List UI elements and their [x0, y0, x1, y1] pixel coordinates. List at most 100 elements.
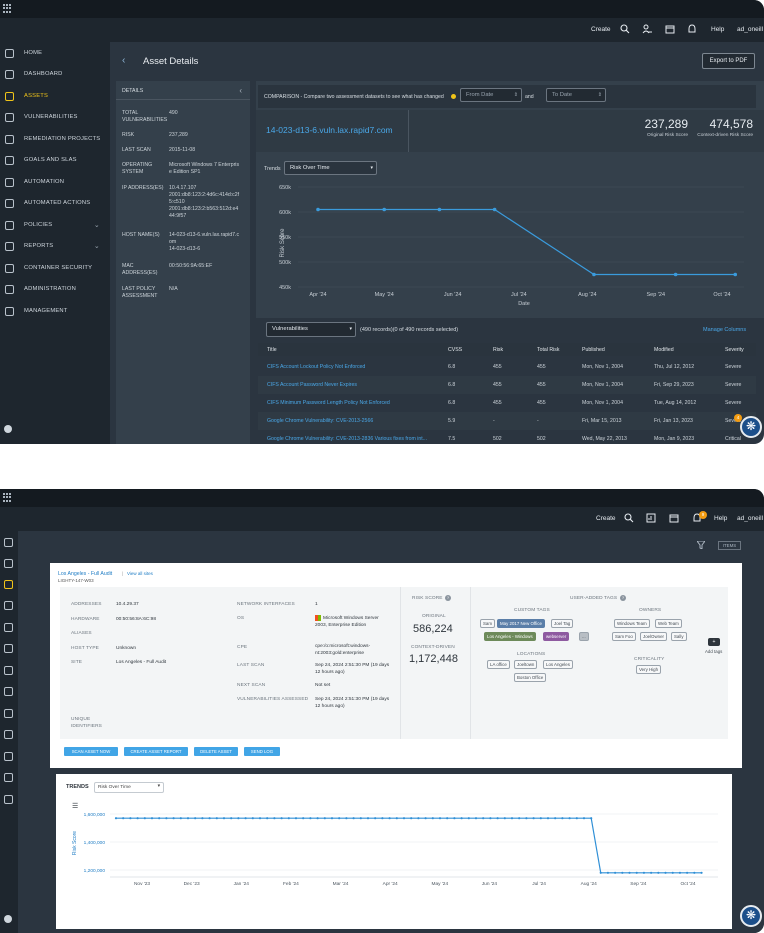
- export-pdf-button[interactable]: Export to PDF: [702, 53, 755, 69]
- calendar-icon[interactable]: [669, 513, 679, 523]
- column-header-published[interactable]: Published: [582, 347, 605, 353]
- reports-icon[interactable]: [4, 730, 13, 739]
- tag-chip[interactable]: Windows Team: [614, 619, 650, 628]
- scan-asset-now-button[interactable]: SCAN ASSET NOW: [64, 747, 118, 756]
- collapse-sidebar-icon[interactable]: [4, 915, 12, 923]
- table-row[interactable]: Google Chrome Vulnerability: CVE-2013-25…: [258, 412, 756, 430]
- sidebar-item-dashboard[interactable]: DASHBOARD: [0, 68, 110, 82]
- sidebar-item-remediation[interactable]: REMEDIATION PROJECTS: [0, 133, 110, 147]
- column-header-title[interactable]: Title: [267, 347, 277, 353]
- sidebar-item-management[interactable]: MANAGEMENT: [0, 305, 110, 319]
- vulnerability-title-link[interactable]: CIFS Minimum Password Length Policy Not …: [267, 400, 390, 406]
- users-icon[interactable]: [642, 24, 652, 34]
- help-link[interactable]: Help: [711, 26, 725, 33]
- sidebar-item-goals[interactable]: GOALS AND SLAS: [0, 154, 110, 168]
- add-tag-icon[interactable]: +: [708, 638, 720, 646]
- create-menu[interactable]: Create: [591, 26, 611, 33]
- column-header-risk[interactable]: Risk: [493, 347, 504, 353]
- tag-chip[interactable]: Sally: [671, 632, 687, 641]
- gear-icon[interactable]: [4, 795, 13, 804]
- sidebar-item-container-security[interactable]: CONTAINER SECURITY: [0, 262, 110, 276]
- back-chevron-icon[interactable]: ‹: [122, 55, 126, 66]
- tag-chip[interactable]: Los Angeles: [543, 660, 573, 669]
- view-all-sites-link[interactable]: View all sites: [127, 571, 153, 576]
- calendar-icon[interactable]: [665, 24, 675, 34]
- manage-columns-link[interactable]: Manage Columns: [703, 327, 747, 333]
- check-circle-icon[interactable]: [4, 623, 13, 632]
- vulnerabilities-select[interactable]: Vulnerabilities ▾: [266, 322, 356, 337]
- column-header-severity[interactable]: Severity: [725, 347, 744, 353]
- bell-icon[interactable]: [687, 24, 697, 34]
- policy-icon[interactable]: [4, 709, 13, 718]
- container-icon[interactable]: [4, 752, 13, 761]
- automation-icon[interactable]: [4, 666, 13, 675]
- vulnerability-title-link[interactable]: Google Chrome Vulnerability: CVE-2013-28…: [267, 436, 428, 442]
- user-menu[interactable]: ad_oneill: [737, 26, 764, 33]
- biohazard-icon[interactable]: [4, 601, 13, 610]
- create-asset-report-button[interactable]: CREATE ASSET REPORT: [124, 747, 188, 756]
- help-icon[interactable]: ?: [445, 595, 451, 601]
- app-grid-icon[interactable]: [3, 493, 12, 502]
- delete-asset-button[interactable]: DELETE ASSET: [194, 747, 238, 756]
- help-link[interactable]: Help: [714, 515, 728, 522]
- tag-chip[interactable]: Sam: [480, 619, 496, 628]
- user-menu[interactable]: ad_oneill: [737, 515, 764, 522]
- sidebar-item-vulnerabilities[interactable]: VULNERABILITIES: [0, 111, 110, 125]
- table-row[interactable]: CIFS Account Lockout Policy Not Enforced…: [258, 358, 756, 376]
- from-date-input[interactable]: From Date ⇕: [460, 88, 522, 102]
- target-icon[interactable]: [4, 644, 13, 653]
- app-grid-icon[interactable]: [3, 4, 12, 13]
- vulnerability-title-link[interactable]: CIFS Account Lockout Policy Not Enforced: [267, 364, 366, 370]
- tag-chip[interactable]: Joel Tag: [551, 619, 574, 628]
- search-icon[interactable]: [620, 24, 630, 34]
- filter-icon[interactable]: [697, 541, 705, 549]
- sidebar-item-administration[interactable]: ADMINISTRATION: [0, 283, 110, 297]
- collapse-sidebar-icon[interactable]: [4, 425, 12, 433]
- tag-chip[interactable]: Sam Foo: [612, 632, 636, 641]
- sidebar-item-assets[interactable]: ASSETS: [0, 90, 110, 104]
- dashboard-icon[interactable]: [4, 559, 13, 568]
- tag-chip[interactable]: LA office: [487, 660, 510, 669]
- collapse-details-icon[interactable]: ‹: [239, 86, 242, 95]
- create-menu[interactable]: Create: [596, 515, 616, 522]
- help-icon[interactable]: ?: [620, 595, 626, 601]
- asset-hostname-link[interactable]: 14-023-d13-6.vuln.lax.rapid7.com: [266, 125, 393, 135]
- search-icon[interactable]: [624, 513, 634, 523]
- tag-chip[interactable]: JoelOwner: [640, 632, 667, 641]
- actions-icon[interactable]: [4, 687, 13, 696]
- trends-select[interactable]: Risk Over Time ▾: [94, 782, 164, 793]
- column-header-total-risk[interactable]: Total Risk: [537, 347, 560, 353]
- tag-chip[interactable]: Los Angeles - Windows: [484, 632, 536, 641]
- tag-chip[interactable]: May 2017 New Office: [497, 619, 545, 628]
- tag-chip[interactable]: webserver: [543, 632, 570, 641]
- sidebar-item-reports[interactable]: REPORTS ⌄: [0, 240, 110, 254]
- help-bot-button[interactable]: ❋: [740, 905, 762, 927]
- trends-select[interactable]: Risk Over Time ▾: [284, 161, 377, 175]
- column-header-cvss[interactable]: CVSS: [448, 347, 463, 353]
- monitor-icon[interactable]: [4, 580, 13, 589]
- table-row[interactable]: CIFS Account Password Never Expires 6.8 45…: [258, 376, 756, 394]
- sidebar-item-automation[interactable]: AUTOMATION: [0, 176, 110, 190]
- sidebar-item-home[interactable]: HOME: [0, 47, 110, 61]
- hamburger-menu-icon[interactable]: ☰: [72, 803, 79, 810]
- more-tags-chip[interactable]: ...: [579, 632, 589, 641]
- tag-chip[interactable]: Boston Office: [514, 673, 547, 682]
- table-row[interactable]: Google Chrome Vulnerability: CVE-2013-28…: [258, 430, 756, 444]
- table-row[interactable]: CIFS Minimum Password Length Policy Not …: [258, 394, 756, 412]
- reports-icon[interactable]: [646, 513, 656, 523]
- send-log-button[interactable]: SEND LOG: [244, 747, 280, 756]
- items-button[interactable]: ITEMS: [718, 541, 741, 550]
- tag-chip[interactable]: Very High: [636, 665, 662, 674]
- help-bot-button[interactable]: ❋: [740, 416, 762, 438]
- add-tags-link[interactable]: Add tags: [705, 649, 723, 654]
- home-icon[interactable]: [4, 538, 13, 547]
- site-link[interactable]: Los Angeles - Full Audit: [58, 571, 113, 577]
- list-icon[interactable]: [4, 773, 13, 782]
- tag-chip[interactable]: Joeltown: [514, 660, 538, 669]
- column-header-modified[interactable]: Modified: [654, 347, 674, 353]
- vulnerability-title-link[interactable]: Google Chrome Vulnerability: CVE-2013-25…: [267, 418, 374, 424]
- to-date-input[interactable]: To Date ⇕: [546, 88, 606, 102]
- sidebar-item-automated-actions[interactable]: AUTOMATED ACTIONS: [0, 197, 110, 211]
- tag-chip[interactable]: Web Team: [655, 619, 682, 628]
- vulnerability-title-link[interactable]: CIFS Account Password Never Expires: [267, 382, 357, 388]
